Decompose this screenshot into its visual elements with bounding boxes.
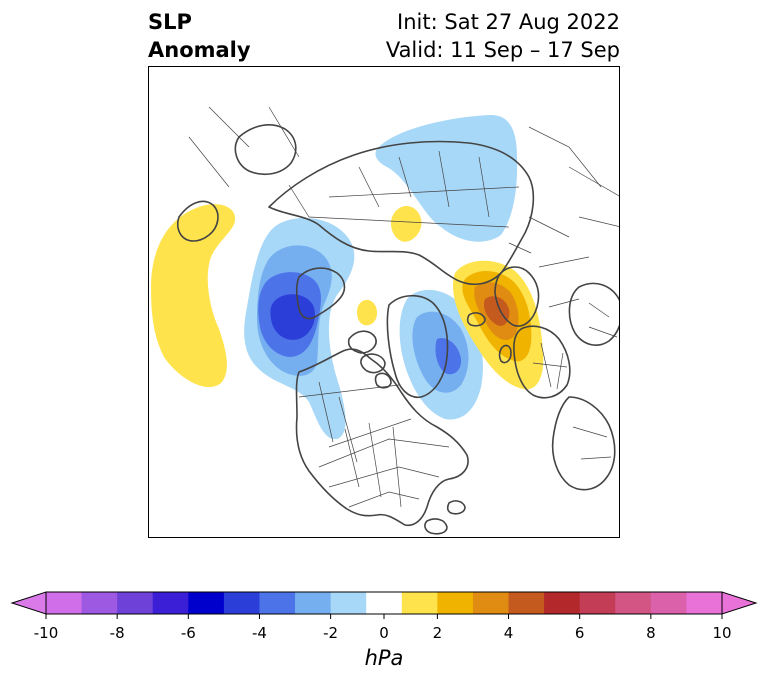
colorbar-bin <box>188 592 225 614</box>
colorbar-bin <box>437 592 474 614</box>
colorbar-tick-label: 0 <box>379 624 389 642</box>
colorbar-bin <box>508 592 545 614</box>
borders <box>188 106 619 508</box>
colorbar-bin <box>152 592 189 614</box>
arctic-ocean-small-positive <box>357 299 378 326</box>
colorbar-tick-label: 8 <box>646 624 656 642</box>
colorbar-over-triangle <box>721 591 758 615</box>
greenland-sea-positive <box>391 205 422 242</box>
colorbar-tick-label: 10 <box>712 624 731 642</box>
colorbar-bin <box>650 592 687 614</box>
title-line-1: SLP <box>148 10 192 34</box>
colorbar-bin <box>615 592 652 614</box>
colorbar-bin <box>46 592 83 614</box>
colorbar-bin <box>330 592 367 614</box>
north-pacific-positive <box>151 204 236 388</box>
colorbar-bin <box>117 592 154 614</box>
colorbar-bin <box>81 592 118 614</box>
init-date: Init: Sat 27 Aug 2022 <box>397 10 620 34</box>
siberia-negative <box>375 114 518 242</box>
colorbar-bin <box>223 592 260 614</box>
coastlines <box>176 124 619 535</box>
title-line-2: Anomaly <box>148 38 251 62</box>
colorbar-bin <box>366 592 403 614</box>
colorbar-bin <box>544 592 581 614</box>
colorbar-bin <box>472 592 510 614</box>
colorbar-tick-label: 4 <box>504 624 514 642</box>
colorbar-bin <box>295 592 332 614</box>
colorbar: -10 -8 -6 -4 -2 0 2 4 6 8 10 <box>10 591 758 642</box>
colorbar-unit-label: hPa <box>364 646 404 670</box>
colorbar-tick-label: -4 <box>252 624 267 642</box>
colorbar-tick-label: -6 <box>181 624 196 642</box>
date-info: Init: Sat 27 Aug 2022 Valid: 11 Sep – 17… <box>386 8 620 64</box>
colorbar-tick-label: 2 <box>433 624 443 642</box>
colorbar-bin <box>259 592 296 614</box>
colorbar-under-triangle <box>10 591 47 615</box>
map-title: SLP Anomaly <box>148 8 251 64</box>
colorbar-tick-label: 6 <box>575 624 585 642</box>
colorbar-tick-label: -8 <box>110 624 125 642</box>
valid-range: Valid: 11 Sep – 17 Sep <box>385 38 620 62</box>
colorbar-bin <box>401 592 438 614</box>
map-panel <box>148 66 620 538</box>
colorbar-tick-label: -10 <box>34 624 59 642</box>
colorbar-bin <box>579 592 616 614</box>
anomaly-map <box>151 106 619 535</box>
colorbar-tick-label: -2 <box>323 624 338 642</box>
colorbar-bin <box>686 592 723 614</box>
